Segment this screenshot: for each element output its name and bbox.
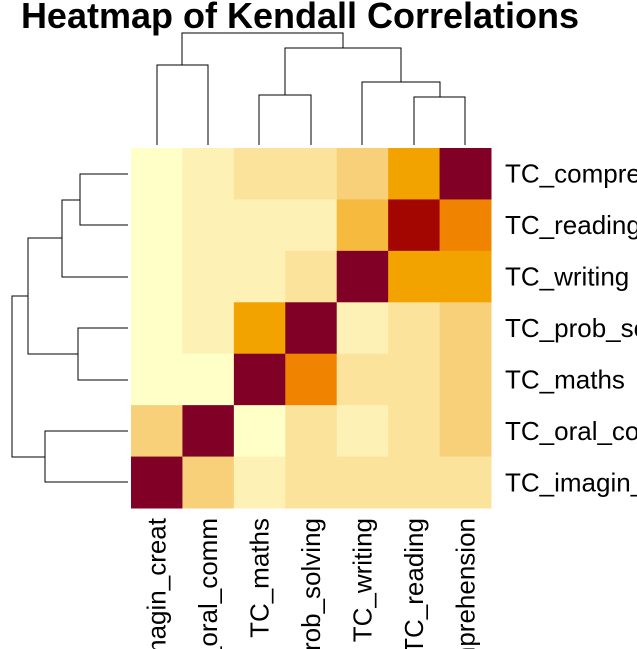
chart-title: Heatmap of Kendall Correlations	[21, 0, 579, 36]
heatmap-cell	[388, 456, 441, 509]
heatmap-cell	[285, 199, 338, 252]
row-label: TC_maths	[505, 364, 625, 394]
heatmap-cell	[439, 405, 492, 458]
row-label: TC_writing	[505, 262, 629, 292]
row-label: TC_oral_comm	[505, 416, 637, 446]
row-label: TC_imagin_creat	[505, 467, 637, 497]
heatmap-cell	[336, 199, 389, 252]
heatmap-cell	[131, 148, 183, 200]
heatmap-cell	[336, 405, 389, 458]
heatmap-cell	[233, 405, 286, 458]
column-dendrogram	[156, 32, 466, 145]
heatmap-cell	[285, 302, 338, 355]
heatmap-cell	[131, 405, 183, 458]
heatmap-cell	[233, 199, 286, 252]
heatmap-cell	[131, 353, 183, 406]
row-label: TC_prob_solving	[505, 313, 637, 343]
heatmap-cell	[182, 353, 235, 406]
heatmap-cell	[285, 148, 338, 200]
heatmap-cell	[131, 250, 183, 303]
heatmap-cell	[388, 199, 441, 252]
heatmap-cell	[388, 353, 441, 406]
heatmap-cell	[439, 302, 492, 355]
heatmap-cell	[182, 148, 235, 200]
heatmap-cell	[336, 148, 389, 200]
heatmap-cell	[388, 405, 441, 458]
heatmap-cell	[336, 353, 389, 406]
heatmap-cell	[336, 302, 389, 355]
heatmap-cell	[439, 148, 492, 200]
heatmap-cell	[439, 199, 492, 252]
column-label: TC_imagin_creat	[142, 517, 172, 649]
heatmap-cell	[131, 456, 183, 509]
heatmap	[131, 148, 492, 509]
heatmap-cell	[233, 456, 286, 509]
heatmap-cell	[233, 148, 286, 200]
row-dendrogram	[11, 173, 128, 483]
heatmap-cell	[182, 405, 235, 458]
heatmap-cell	[182, 302, 235, 355]
column-label: TC_reading	[399, 518, 429, 649]
heatmap-cell	[182, 199, 235, 252]
heatmap-cell	[439, 456, 492, 509]
heatmap-cell	[285, 353, 338, 406]
column-label: TC_writing	[347, 518, 377, 642]
heatmap-cell	[388, 148, 441, 200]
heatmap-cell	[439, 250, 492, 303]
heatmap-cell	[182, 456, 235, 509]
row-label: TC_reading	[505, 210, 637, 240]
heatmap-cell	[388, 302, 441, 355]
heatmap-cell	[131, 302, 183, 355]
heatmap-cell	[233, 353, 286, 406]
heatmap-cell	[233, 302, 286, 355]
heatmap-cell	[182, 250, 235, 303]
heatmap-cell	[131, 199, 183, 252]
heatmap-cell	[388, 250, 441, 303]
heatmap-cell	[285, 250, 338, 303]
column-label: TC_oral_comm	[193, 518, 223, 649]
column-label: TC_comprehension	[450, 518, 480, 649]
heatmap-cell	[233, 250, 286, 303]
heatmap-cell	[285, 405, 338, 458]
heatmap-cell	[285, 456, 338, 509]
heatmap-cell	[439, 353, 492, 406]
heatmap-cell	[336, 456, 389, 509]
column-label: TC_maths	[245, 518, 275, 638]
row-label: TC_comprehension	[505, 159, 637, 189]
column-label: TC_prob_solving	[296, 518, 326, 649]
heatmap-cell	[336, 250, 389, 303]
